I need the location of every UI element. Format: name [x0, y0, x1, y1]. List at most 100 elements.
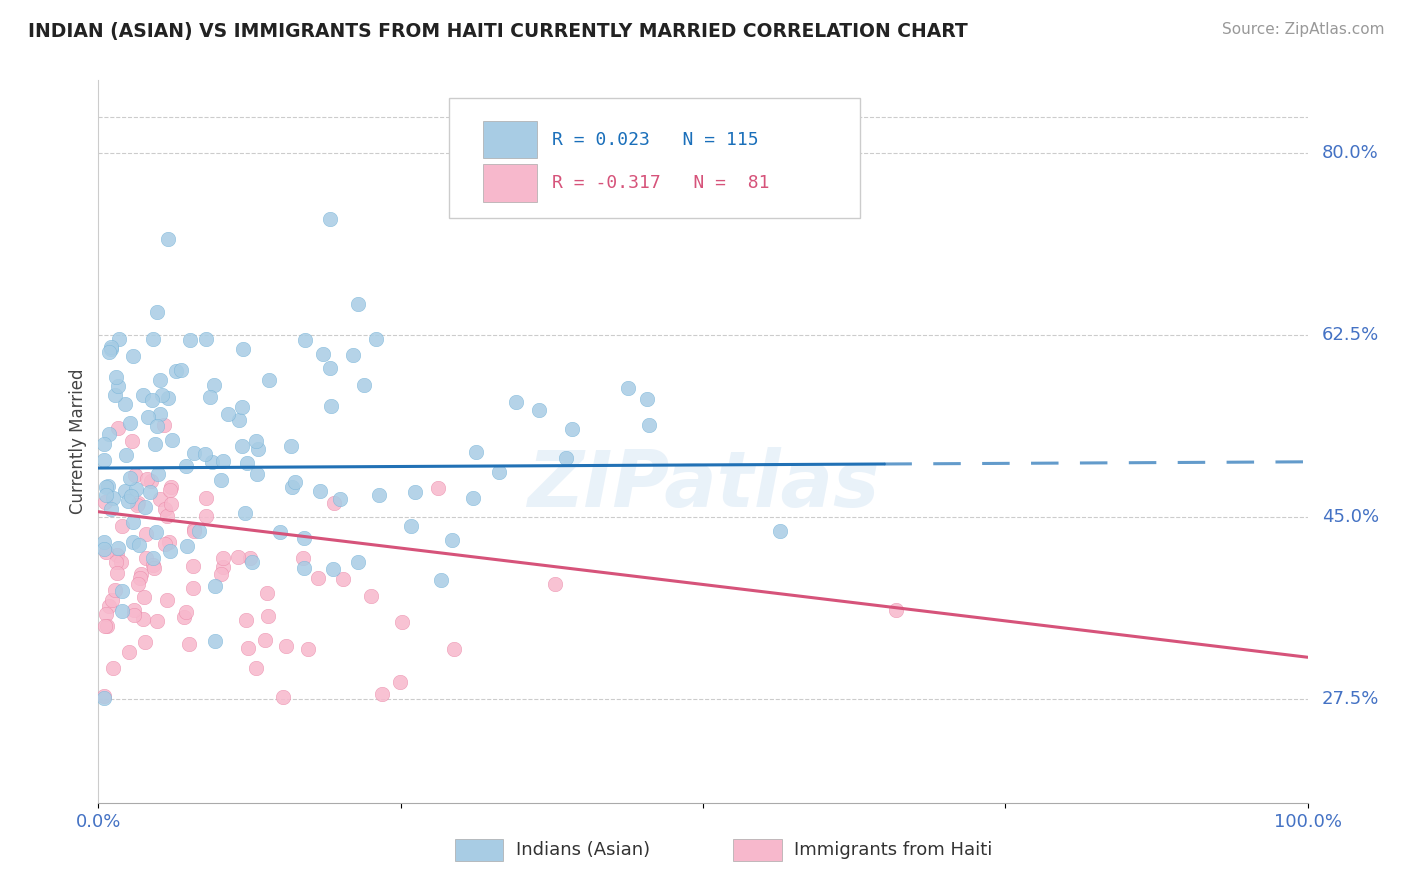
- Point: [94, 480, 117, 494]
- Point: [156, 231, 179, 245]
- Point: [129, 571, 152, 585]
- Point: [136, 472, 159, 486]
- Point: [232, 343, 254, 357]
- Point: [211, 566, 233, 581]
- Point: [101, 491, 124, 505]
- Point: [284, 475, 307, 490]
- Point: [769, 524, 792, 538]
- Point: [121, 434, 143, 448]
- Point: [332, 573, 354, 587]
- Point: [170, 363, 193, 377]
- Point: [544, 576, 567, 591]
- Point: [443, 642, 465, 657]
- Point: [323, 496, 346, 510]
- Point: [121, 534, 143, 549]
- Point: [117, 645, 139, 659]
- Point: [105, 548, 128, 562]
- Point: [115, 448, 138, 462]
- Point: [104, 582, 127, 597]
- Point: [174, 605, 197, 619]
- Point: [114, 397, 136, 411]
- Point: [107, 421, 129, 435]
- Point: [107, 379, 129, 393]
- Text: 27.5%: 27.5%: [1322, 690, 1379, 708]
- Point: [139, 484, 162, 499]
- Point: [636, 392, 658, 406]
- Point: [211, 454, 233, 468]
- Point: [120, 471, 142, 485]
- Point: [292, 561, 315, 575]
- Point: [194, 332, 217, 346]
- Point: [159, 483, 181, 497]
- Point: [201, 455, 224, 469]
- Point: [153, 537, 176, 551]
- Point: [146, 615, 169, 629]
- Point: [198, 390, 221, 404]
- Point: [160, 480, 183, 494]
- Text: 45.0%: 45.0%: [1322, 508, 1379, 526]
- Point: [135, 527, 157, 541]
- Point: [125, 482, 148, 496]
- Point: [145, 524, 167, 539]
- Point: [93, 453, 115, 467]
- Point: [273, 690, 295, 705]
- Point: [561, 422, 583, 436]
- Point: [150, 388, 173, 402]
- Point: [235, 506, 257, 520]
- Text: INDIAN (ASIAN) VS IMMIGRANTS FROM HAITI CURRENTLY MARRIED CORRELATION CHART: INDIAN (ASIAN) VS IMMIGRANTS FROM HAITI …: [28, 22, 967, 41]
- Point: [117, 493, 139, 508]
- Point: [441, 533, 464, 547]
- Point: [96, 545, 118, 559]
- Point: [100, 502, 122, 516]
- Point: [245, 434, 267, 449]
- Point: [159, 543, 181, 558]
- Point: [292, 531, 315, 545]
- Point: [128, 538, 150, 552]
- Point: [329, 491, 352, 506]
- Text: ZIPatlas: ZIPatlas: [527, 447, 879, 523]
- Text: 80.0%: 80.0%: [1322, 144, 1379, 162]
- Point: [146, 418, 169, 433]
- Point: [297, 642, 319, 657]
- Point: [319, 360, 342, 375]
- Point: [149, 373, 172, 387]
- Point: [142, 558, 165, 572]
- Point: [364, 332, 387, 346]
- Point: [399, 518, 422, 533]
- Point: [98, 599, 121, 613]
- FancyBboxPatch shape: [449, 98, 860, 218]
- Text: 62.5%: 62.5%: [1322, 326, 1379, 344]
- Point: [183, 522, 205, 536]
- Point: [96, 619, 118, 633]
- Point: [97, 344, 120, 359]
- Point: [187, 524, 209, 538]
- Point: [149, 407, 172, 421]
- Point: [153, 502, 176, 516]
- Point: [111, 604, 134, 618]
- Point: [388, 675, 411, 690]
- Point: [274, 639, 297, 653]
- Point: [181, 581, 204, 595]
- Point: [103, 388, 125, 402]
- Point: [139, 474, 162, 488]
- Point: [319, 399, 342, 413]
- Point: [292, 551, 315, 566]
- Point: [236, 456, 259, 470]
- Point: [240, 555, 263, 569]
- Point: [228, 412, 250, 426]
- Point: [488, 466, 510, 480]
- Point: [181, 558, 204, 573]
- Point: [156, 593, 179, 607]
- Text: Immigrants from Haiti: Immigrants from Haiti: [793, 841, 993, 859]
- Point: [226, 549, 249, 564]
- Point: [256, 585, 278, 599]
- Point: [231, 400, 253, 414]
- Point: [231, 439, 253, 453]
- Point: [124, 467, 146, 482]
- Point: [157, 535, 180, 549]
- FancyBboxPatch shape: [482, 120, 537, 158]
- Text: Indians (Asian): Indians (Asian): [516, 841, 650, 859]
- Point: [183, 446, 205, 460]
- Point: [312, 347, 335, 361]
- Point: [132, 590, 155, 604]
